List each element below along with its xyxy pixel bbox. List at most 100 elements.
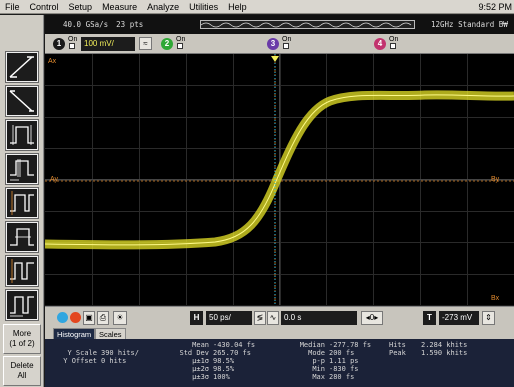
bandwidth-label: 12GHz Standard BW: [431, 20, 508, 29]
fall-time-tool[interactable]: [5, 85, 39, 117]
menu-analyze[interactable]: Analyze: [147, 1, 180, 12]
mode-value: 200 fs: [329, 349, 355, 357]
min-label: Min: [312, 365, 325, 373]
frequency-tool[interactable]: [5, 255, 39, 287]
channel-1-on-label: On: [68, 36, 78, 43]
jitter-icon: [10, 125, 34, 145]
channel-2-badge[interactable]: 2: [161, 38, 173, 50]
hits-value: 2.284 khits: [421, 341, 468, 349]
timebase-wave-icon[interactable]: ∿: [267, 311, 279, 325]
menu-setup[interactable]: Setup: [68, 1, 93, 12]
menu-measure[interactable]: Measure: [102, 1, 138, 12]
timebase-step-icon[interactable]: ≶: [254, 311, 266, 325]
single-acquisition-icon[interactable]: ▣: [83, 311, 95, 325]
delay-navigate-button[interactable]: ◂0▸: [361, 311, 383, 325]
duty-cycle-tool[interactable]: [5, 289, 39, 321]
menu-file[interactable]: File: [5, 1, 20, 12]
period-tool[interactable]: [5, 187, 39, 219]
trigger-level-stepper[interactable]: ⇕: [482, 311, 495, 325]
channel-4-badge[interactable]: 4: [374, 38, 386, 50]
delete-all-button[interactable]: Delete All: [3, 356, 41, 386]
results-tabs: Histogram Scales: [45, 328, 514, 339]
waveform-display[interactable]: Ax Ay By Bx: [45, 54, 514, 305]
median-label: Median: [299, 341, 325, 349]
menu-bar: File Control Setup Measure Analyze Utili…: [0, 0, 514, 14]
print-icon[interactable]: ⎙: [97, 311, 109, 325]
sigma2-label: µ±2σ: [192, 365, 209, 373]
tab-scales[interactable]: Scales: [95, 328, 126, 339]
fall-time-icon: [9, 90, 34, 112]
jitter-tool[interactable]: [5, 119, 39, 151]
channel-1-coupling-icon[interactable]: ≈: [139, 37, 152, 50]
run-icon[interactable]: [57, 312, 68, 323]
rise-time-icon: [9, 56, 34, 78]
channel-4-checkbox[interactable]: [390, 43, 396, 49]
graticule: [45, 54, 514, 305]
sigma1-value: 98.5%: [213, 357, 235, 365]
cursor-ay-label: Ay: [50, 176, 59, 183]
clock: 9:52 PM: [478, 2, 512, 12]
cursor-by-label: By: [491, 176, 500, 183]
control-bar: ▣ ⎙ ☀ H 50 ps/ ≶ ∿ 0.0 s ◂0▸ T -273 mV ⇕: [45, 306, 514, 328]
trigger-badge: T: [423, 311, 436, 325]
collapse-button[interactable]: –: [501, 18, 508, 29]
y-offset-label: Y Offset: [63, 357, 97, 365]
max-label: Max: [312, 373, 325, 381]
channel-3-checkbox[interactable]: [283, 43, 289, 49]
p-p-value: 1.11 ps: [329, 357, 359, 365]
memory-bar-waveform: [200, 22, 412, 28]
memory-bar[interactable]: [200, 20, 415, 29]
mode-label: Mode: [308, 349, 325, 357]
channel-3-on-label: On: [282, 36, 292, 43]
menu-control[interactable]: Control: [29, 1, 59, 12]
sigma1-label: µ±1σ: [192, 357, 209, 365]
record-length: 23 pts: [116, 20, 144, 29]
cursor-bx-label: Bx: [491, 295, 500, 302]
hits-label: Hits: [389, 341, 406, 349]
histogram-results: Y Scale 390 hits/ Y Offset 0 hits Mean -…: [45, 339, 514, 387]
menu-help[interactable]: Help: [228, 1, 247, 12]
delete-label: Delete: [10, 361, 34, 370]
peak-value: 1.590 khits: [421, 349, 468, 357]
trigger-level-field[interactable]: -273 mV: [439, 311, 479, 325]
channel-1-scale[interactable]: 100 mV/: [81, 37, 135, 51]
measurement-toolbar: More (1 of 2) Delete All: [0, 15, 44, 387]
stop-icon[interactable]: [70, 312, 81, 323]
mean-value: -430.04 fs: [213, 341, 256, 349]
autoscale-icon[interactable]: ☀: [113, 311, 127, 325]
more-label: More: [12, 329, 32, 338]
sigma2-value: 98.5%: [213, 365, 235, 373]
duty-cycle-icon: [10, 296, 34, 317]
y-offset-value: 0 hits: [101, 357, 127, 365]
channel-3-badge[interactable]: 3: [267, 38, 279, 50]
std-dev-value: 265.70 fs: [213, 349, 251, 357]
sigma3-label: µ±3σ: [192, 373, 209, 381]
median-value: -277.78 fs: [329, 341, 372, 349]
channel-4-on-label: On: [389, 36, 399, 43]
p-p-label: p-p: [312, 357, 325, 365]
channel-2-on-label: On: [176, 36, 186, 43]
channel-2-checkbox[interactable]: [177, 43, 183, 49]
delay-field[interactable]: 0.0 s: [281, 311, 357, 325]
channel-1-badge[interactable]: 1: [53, 38, 65, 50]
sigma3-value: 100%: [213, 373, 230, 381]
channel-1-checkbox[interactable]: [69, 43, 75, 49]
jitter-detail-tool[interactable]: [5, 153, 39, 185]
min-value: -830 fs: [329, 365, 359, 373]
tab-histogram[interactable]: Histogram: [53, 328, 96, 339]
pulse-width-icon: [10, 228, 34, 246]
trigger-position-icon[interactable]: [271, 56, 279, 62]
pulse-width-tool[interactable]: [5, 221, 39, 253]
y-scale-label: Y Scale: [67, 349, 97, 357]
more-button[interactable]: More (1 of 2): [3, 324, 41, 354]
rise-time-tool[interactable]: [5, 51, 39, 83]
jitter-detail-icon: [10, 159, 34, 181]
channel-bar: 1 On 100 mV/ ≈ 2 On 3 On 4 On: [45, 34, 514, 54]
peak-label: Peak: [389, 349, 406, 357]
horizontal-badge: H: [190, 311, 203, 325]
menu-utilities[interactable]: Utilities: [189, 1, 219, 12]
period-icon: [10, 191, 34, 215]
timebase-field[interactable]: 50 ps/: [206, 311, 252, 325]
frequency-icon: [10, 259, 34, 283]
y-scale-value: 390 hits/: [101, 349, 139, 357]
